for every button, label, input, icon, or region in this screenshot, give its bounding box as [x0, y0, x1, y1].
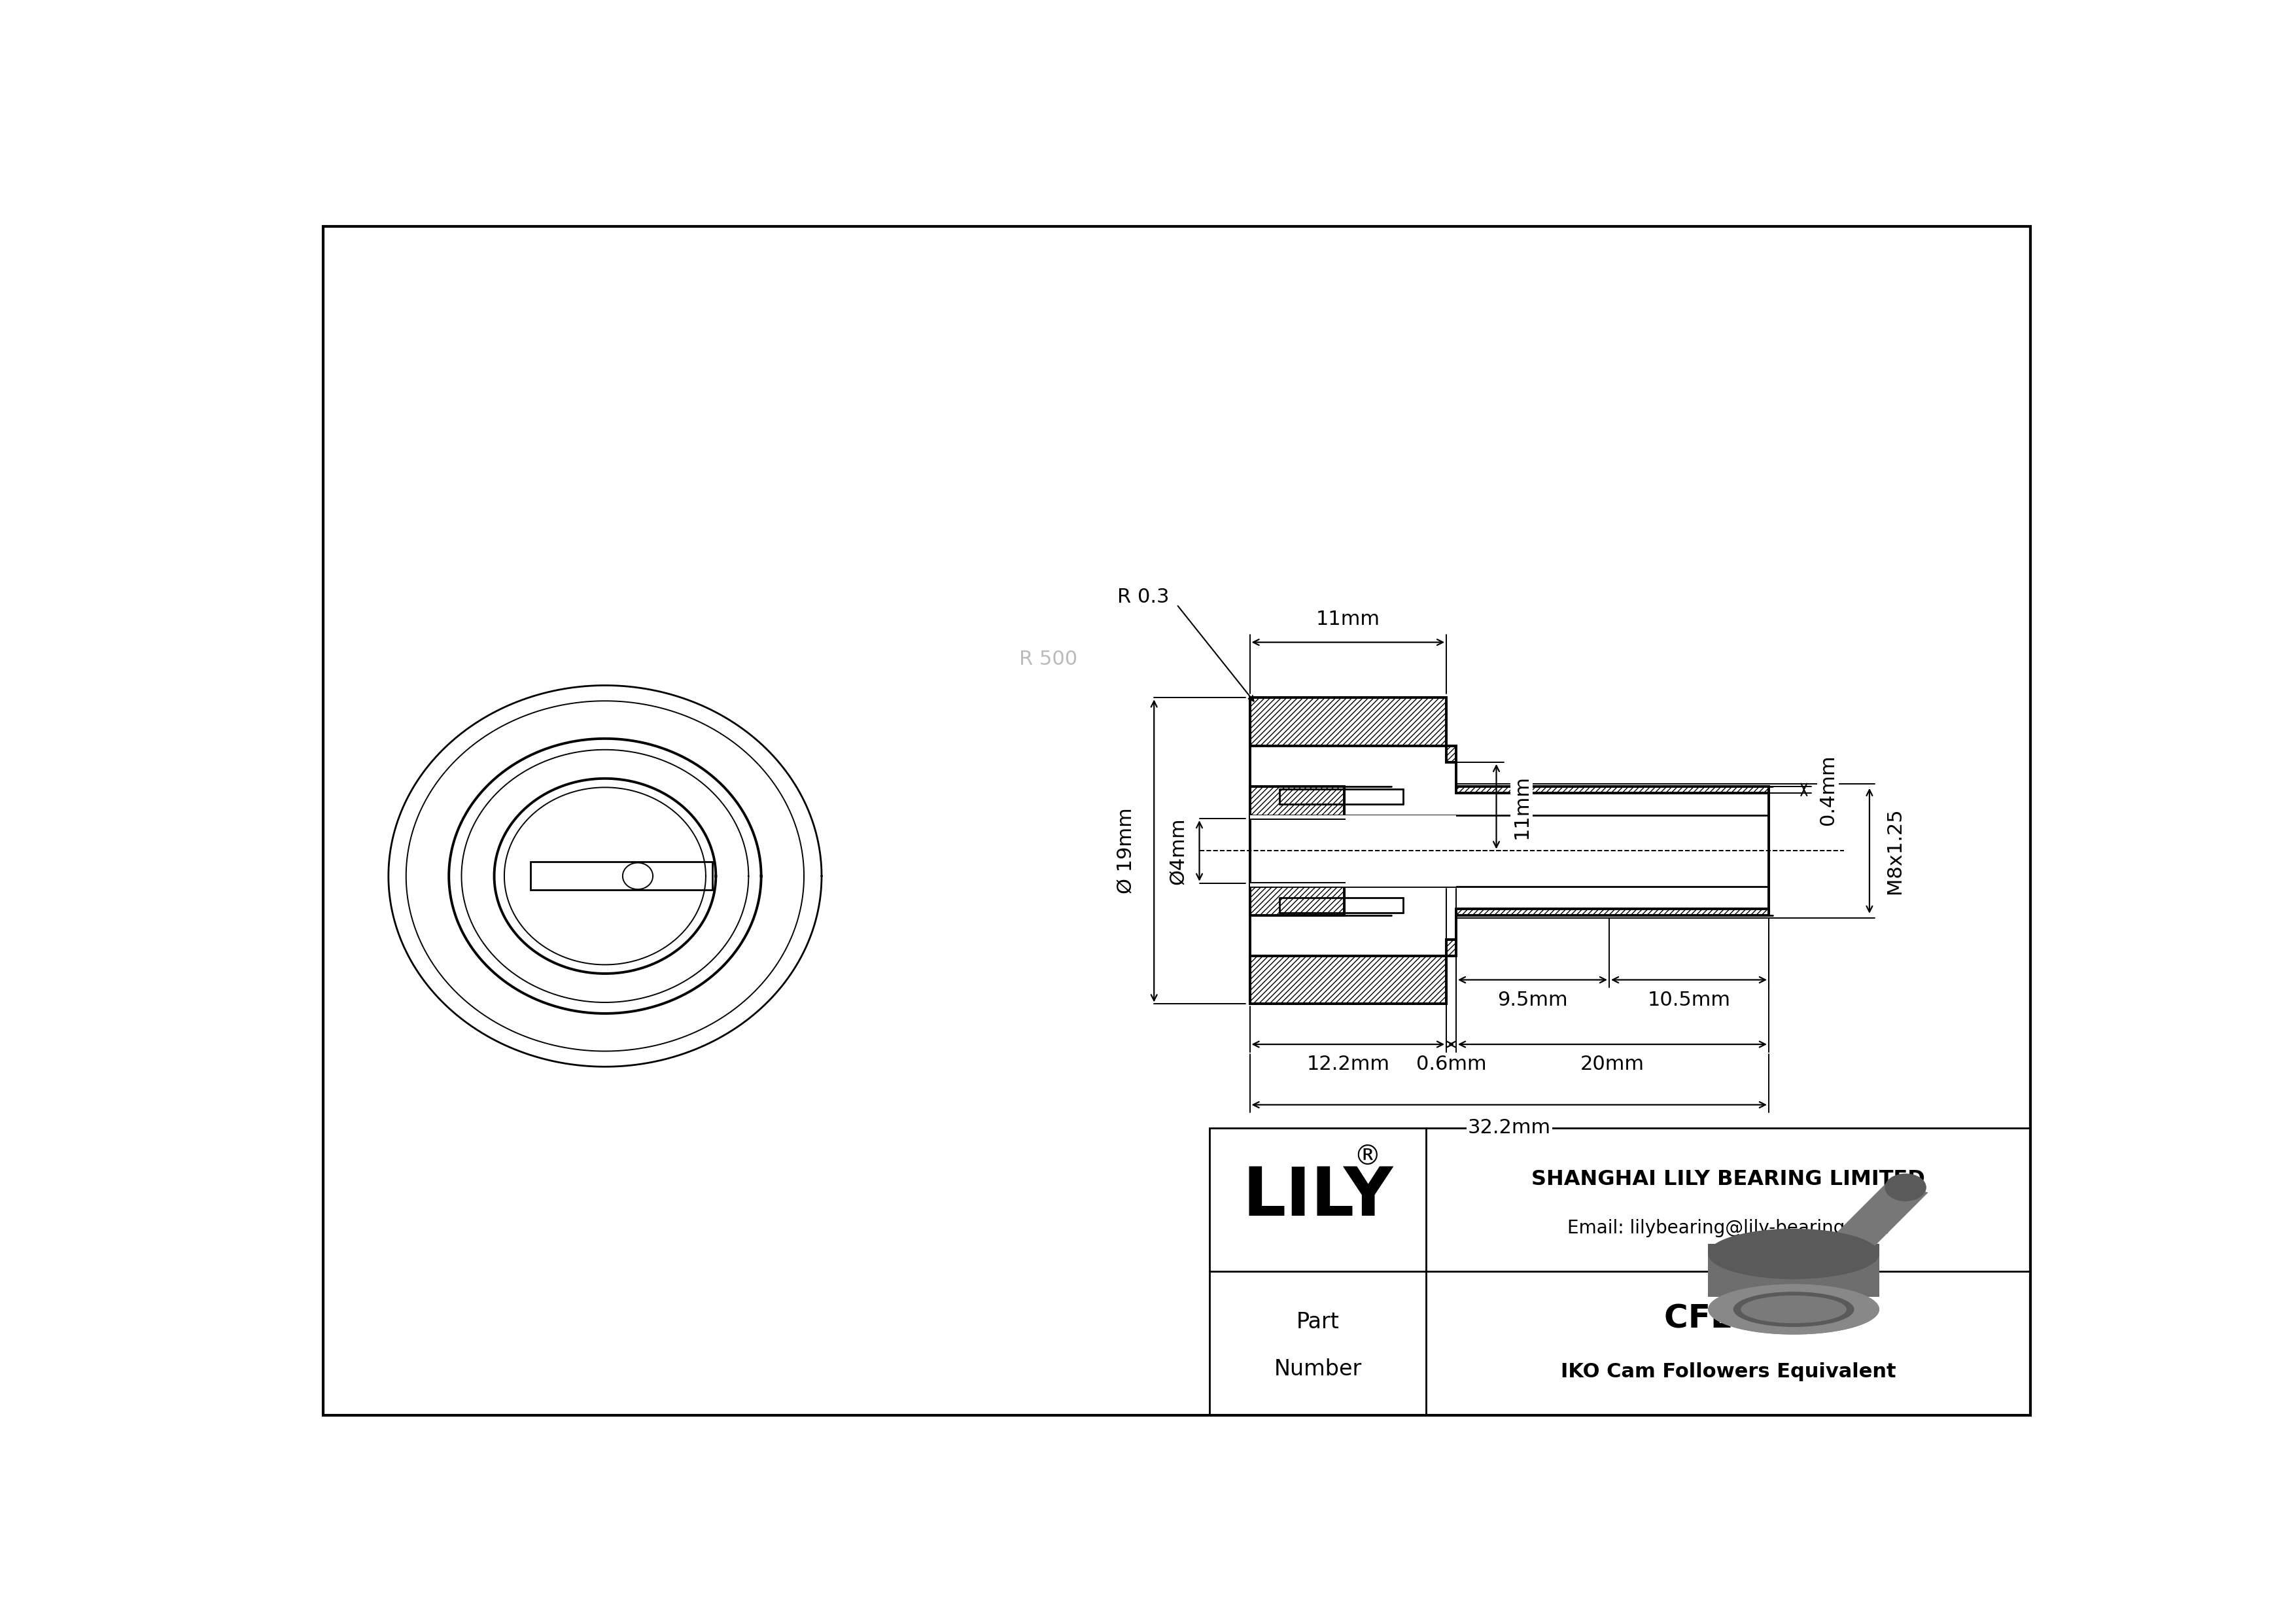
- Bar: [530, 862, 712, 890]
- Ellipse shape: [1743, 1296, 1844, 1322]
- Text: R 0.3: R 0.3: [1118, 588, 1169, 606]
- Polygon shape: [1249, 786, 1343, 818]
- Polygon shape: [1249, 698, 1446, 745]
- Text: IKO Cam Followers Equivalent: IKO Cam Followers Equivalent: [1561, 1363, 1896, 1382]
- Polygon shape: [1249, 883, 1343, 916]
- Text: 12.2mm: 12.2mm: [1306, 1056, 1389, 1073]
- Polygon shape: [1708, 1244, 1880, 1296]
- Bar: [1249, 815, 1456, 818]
- Text: 11mm: 11mm: [1513, 775, 1531, 838]
- Ellipse shape: [1733, 1291, 1855, 1327]
- Ellipse shape: [1708, 1285, 1880, 1335]
- Text: LILY: LILY: [1242, 1164, 1394, 1229]
- Text: Ø 19mm: Ø 19mm: [1116, 807, 1137, 893]
- Text: Part: Part: [1297, 1311, 1339, 1333]
- Text: Email: lilybearing@lily-bearing.com: Email: lilybearing@lily-bearing.com: [1568, 1220, 1890, 1237]
- Ellipse shape: [1885, 1174, 1926, 1202]
- Text: 32.2mm: 32.2mm: [1467, 1117, 1550, 1137]
- Polygon shape: [1446, 745, 1456, 762]
- Polygon shape: [1830, 1182, 1929, 1249]
- Text: ®: ®: [1352, 1143, 1380, 1171]
- Polygon shape: [1249, 955, 1446, 1004]
- Polygon shape: [1456, 786, 1768, 793]
- Text: Number: Number: [1274, 1358, 1362, 1380]
- Ellipse shape: [1708, 1285, 1880, 1335]
- Text: 9.5mm: 9.5mm: [1497, 991, 1568, 1010]
- Bar: [1210, 1129, 2030, 1415]
- Bar: [1249, 883, 1456, 887]
- Text: SHANGHAI LILY BEARING LIMITED: SHANGHAI LILY BEARING LIMITED: [1531, 1169, 1924, 1190]
- Text: R 500: R 500: [1019, 650, 1077, 669]
- Ellipse shape: [1708, 1229, 1880, 1280]
- Text: CFE 8V: CFE 8V: [1665, 1302, 1793, 1335]
- Ellipse shape: [1733, 1291, 1855, 1327]
- Polygon shape: [1446, 940, 1456, 955]
- Text: 11mm: 11mm: [1316, 611, 1380, 628]
- Text: 0.4mm: 0.4mm: [1818, 755, 1837, 825]
- Polygon shape: [1456, 909, 1768, 916]
- Text: 20mm: 20mm: [1580, 1056, 1644, 1073]
- Text: M8x1.25: M8x1.25: [1885, 807, 1903, 893]
- Text: 0.6mm: 0.6mm: [1417, 1056, 1486, 1073]
- Text: Ø4mm: Ø4mm: [1169, 817, 1187, 885]
- Ellipse shape: [1740, 1296, 1846, 1324]
- Polygon shape: [1708, 1254, 1880, 1296]
- Text: 10.5mm: 10.5mm: [1649, 991, 1731, 1010]
